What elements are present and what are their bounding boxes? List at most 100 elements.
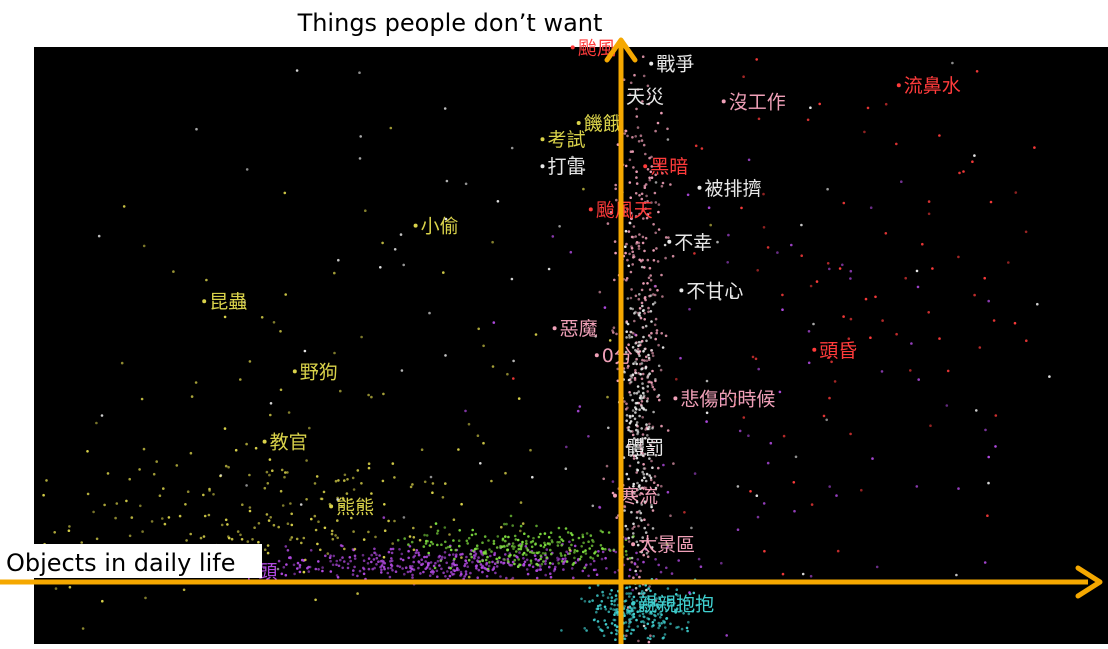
scatter-dot [444,575,447,578]
scatter-dot [360,335,363,339]
scatter-dot [341,496,345,500]
scatter-dot [268,473,271,477]
scatter-dot [556,540,559,544]
scatter-dot [506,372,509,376]
scatter-dot [596,583,600,587]
scatter-dot [639,134,643,137]
scatter-dot [547,267,551,271]
scatter-dot [343,479,346,482]
scatter-dot [645,355,648,359]
scatter-dot [637,297,641,301]
scatter-dot [650,603,653,606]
scatter-dot [432,564,436,568]
scatter-dot [491,365,495,368]
scatter-dot [477,568,481,572]
scatter-dot [630,598,634,601]
scatter-dot [656,484,660,487]
scatter-dot [538,568,542,571]
scatter-dot [248,360,252,363]
scatter-dot [436,529,440,533]
scatter-dot [464,182,468,186]
scatter-dot [529,448,532,452]
scatter-dot [630,335,634,339]
scatter-dot [474,565,478,568]
scatter-dot [641,235,645,239]
scatter-dot [525,539,528,543]
scatter-dot [638,610,642,613]
scatter-dot [635,618,638,622]
scatter-dot [601,547,605,551]
scatter-dot [640,288,644,292]
scatter-dot [640,427,643,430]
scatter-dot [366,562,370,565]
scatter-dot [807,330,811,333]
scatter-dot [623,505,627,509]
scatter-dot [627,610,631,614]
scatter-dot [475,544,479,547]
scatter-dot [649,336,653,339]
scatter-dot [646,168,650,171]
scatter-dot [624,407,628,411]
scatter-dot [535,524,538,528]
scatter-dot [440,567,443,571]
scatter-dot [649,294,653,297]
scatter-dot [202,535,206,538]
scatter-dot [626,258,629,262]
scatter-dot [481,559,485,562]
scatter-dot [632,255,635,259]
scatter-dot [631,331,635,335]
scatter-dot [900,180,903,183]
scatter-dot [606,626,610,629]
scatter-dot [696,244,700,248]
scatter-dot [634,294,638,298]
scatter-dot [257,522,261,525]
scatter-dot [428,311,431,315]
scatter-dot [636,565,639,569]
scatter-dot [194,381,198,384]
scatter-dot [638,584,642,588]
scatter-dot [653,301,657,304]
scatter-dot [381,479,385,483]
scatter-dot [408,535,412,538]
scatter-dot [596,620,600,623]
scatter-dot [801,572,805,576]
scatter-dot [647,102,651,106]
scatter-dot [130,516,134,519]
scatter-dot [103,503,106,507]
scatter-dot [653,323,657,327]
point-label: 0分 [602,345,633,367]
scatter-dot [581,569,585,573]
scatter-dot [587,540,590,543]
scatter-dot [624,245,627,248]
scatter-dot [517,558,520,561]
scatter-dot [268,458,272,461]
scatter-dot [651,369,654,373]
scatter-dot [296,561,300,565]
scatter-dot [390,566,393,570]
scatter-dot [408,565,412,568]
scatter-dot [640,397,643,401]
point-label: 昆蟲 [209,291,247,313]
scatter-dot [633,378,637,382]
scatter-dot [433,566,437,570]
scatter-dot [987,299,990,303]
scatter-dot [638,293,641,296]
scatter-dot [629,380,633,384]
scatter-dot [642,394,646,398]
scatter-dot [427,553,431,557]
scatter-dot [263,486,267,490]
scatter-dot [628,158,632,162]
scatter-dot [632,576,635,579]
scatter-dot [499,561,503,564]
scatter-dot [641,612,645,616]
scatter-dot [661,295,664,298]
scatter-dot [417,566,420,570]
scatter-dot [641,358,644,362]
scatter-dot [463,562,467,566]
scatter-dot [359,135,363,138]
scatter-dot [476,434,480,438]
scatter-dot [573,544,577,548]
scatter-dot [648,211,652,215]
scatter-dot [686,629,689,633]
